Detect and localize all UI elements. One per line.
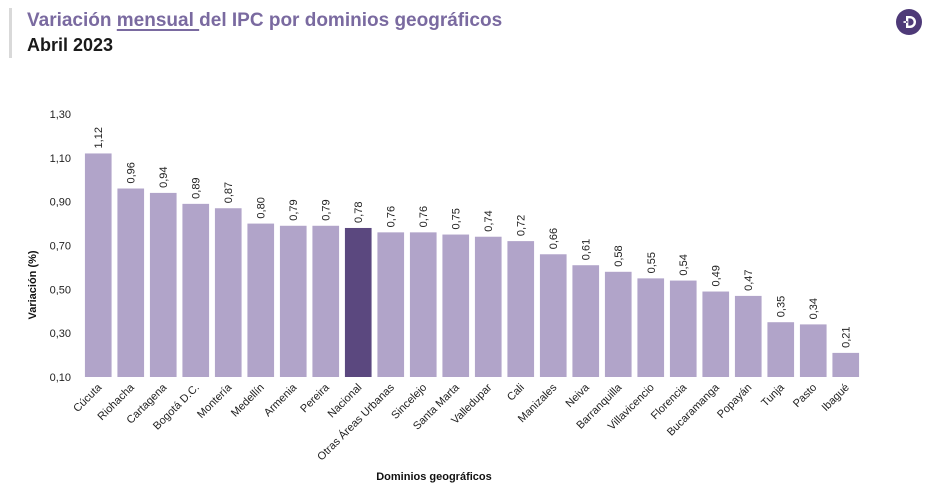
y-tick-label: 0,70 [50,241,71,253]
category-label: Armenia [262,381,300,419]
bar [799,324,827,377]
bars [84,153,860,377]
bar [84,153,112,377]
x-axis-title: Dominios geográficos [376,471,492,483]
data-label: 0,94 [158,166,170,187]
bar [117,188,145,377]
bar [604,271,632,377]
category-label: Tunja [759,381,787,409]
bar [539,254,567,377]
y-axis-title: Variación (%) [27,250,39,319]
data-label: 0,61 [581,239,593,260]
data-label: 0,55 [646,252,658,273]
data-label: 0,89 [191,177,203,198]
chart-title: Variación mensual del IPC por dominios g… [27,10,502,32]
data-label: 0,80 [256,197,268,218]
data-label: 0,47 [743,269,755,290]
bar [734,295,762,377]
bar [442,234,470,377]
data-label: 0,79 [321,199,333,220]
chart-subtitle: Abril 2023 [27,35,114,55]
bar [572,265,600,377]
bar [702,291,730,377]
bar [344,227,372,377]
data-label: 0,58 [613,245,625,266]
bar [637,278,665,377]
bar [247,223,275,377]
data-label: 0,72 [516,215,528,236]
bar [182,203,210,377]
category-label: Medellín [229,382,267,420]
bar [409,232,437,377]
bar [279,225,307,377]
data-label: 0,75 [451,208,463,229]
category-label: Pasto [791,382,819,410]
data-label: 0,76 [386,206,398,227]
category-label: Cali [505,382,527,404]
y-tick-label: 0,10 [50,372,71,384]
logo-glyph [903,16,916,28]
data-label: 0,76 [418,206,430,227]
data-label: 0,96 [126,162,138,183]
y-tick-label: 1,10 [50,153,71,165]
category-label: Neiva [563,381,592,410]
brand-logo-icon [896,9,922,35]
data-label: 0,54 [678,254,690,275]
bar [214,208,242,377]
y-tick-label: 0,90 [50,197,71,209]
bar [474,236,502,377]
category-label: Montería [195,381,235,421]
y-tick-label: 1,30 [50,109,71,121]
title-underlined: mensual [116,10,200,31]
bar [377,232,405,377]
y-axis: 0,10 0,30 0,50 0,70 0,90 1,10 1,30 [50,109,71,384]
bar [312,225,340,377]
title-post: del IPC por dominios geográficos [199,10,503,31]
title-pre: Variación [27,10,117,31]
bar [669,280,697,377]
data-label: 0,74 [483,210,495,231]
data-label: 0,78 [353,202,365,223]
bar [767,322,795,377]
bar [149,192,177,377]
y-tick-label: 0,30 [50,328,71,340]
title-accent-bar [9,8,12,58]
data-label: 0,35 [776,296,788,317]
data-label: 0,66 [548,228,560,249]
y-tick-label: 0,50 [50,284,71,296]
category-label: Ibagué [820,382,852,414]
data-label: 0,79 [288,199,300,220]
data-label: 0,49 [711,265,723,286]
value-labels: 1,12 0,96 0,94 0,89 0,87 0,80 0,79 0,79 0,78 0,76… [93,127,853,348]
data-label: 0,21 [841,326,853,347]
data-label: 1,12 [93,127,105,148]
data-label: 0,34 [808,298,820,319]
bar [507,241,535,377]
category-label: Popayán [715,382,754,421]
data-label: 0,87 [223,182,235,203]
bar [832,352,860,377]
